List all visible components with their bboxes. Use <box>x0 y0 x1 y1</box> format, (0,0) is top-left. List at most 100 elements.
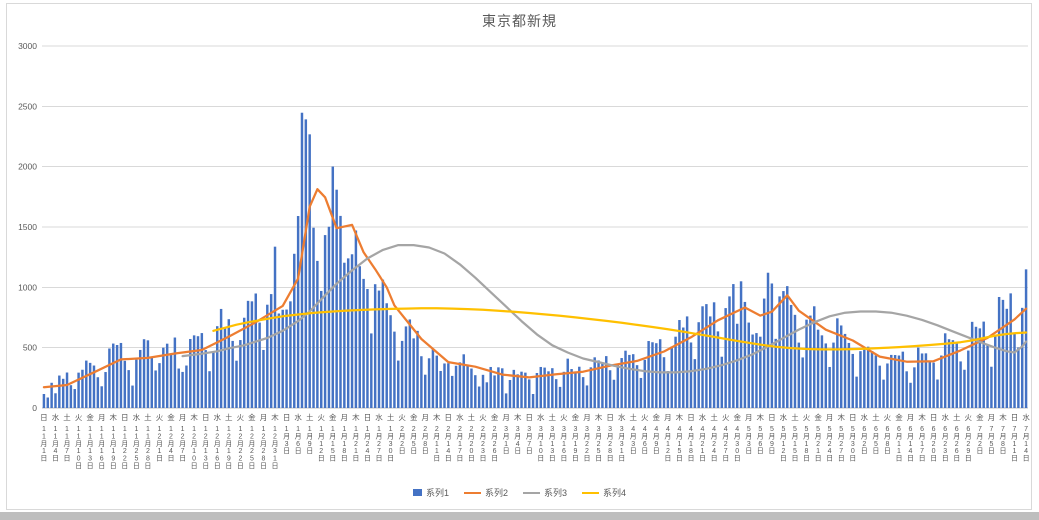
svg-text:月: 月 <box>745 413 753 422</box>
legend-item-series3[interactable]: 系列3 <box>523 486 567 499</box>
svg-text:土: 土 <box>468 412 476 422</box>
svg-text:1500: 1500 <box>18 222 37 232</box>
svg-text:火: 火 <box>560 413 568 422</box>
svg-text:月: 月 <box>502 413 510 422</box>
svg-text:水: 水 <box>456 412 464 422</box>
svg-text:金: 金 <box>895 412 903 422</box>
svg-text:土: 土 <box>710 412 718 422</box>
svg-text:日: 日 <box>364 413 372 422</box>
svg-text:土: 土 <box>629 412 637 422</box>
svg-text:火: 火 <box>317 413 325 422</box>
svg-text:木: 木 <box>514 412 522 422</box>
svg-text:金: 金 <box>329 412 337 422</box>
svg-text:金: 金 <box>86 412 94 422</box>
svg-text:月: 月 <box>907 413 915 422</box>
svg-text:月: 月 <box>260 413 268 422</box>
legend-marker-line-icon <box>523 491 540 494</box>
legend-label-series1: 系列1 <box>425 488 449 498</box>
svg-text:水: 水 <box>699 412 707 422</box>
svg-text:金: 金 <box>733 412 741 422</box>
svg-text:水: 水 <box>618 412 626 422</box>
legend-item-series1[interactable]: 系列1 <box>412 486 449 499</box>
svg-text:日: 日 <box>849 413 857 422</box>
svg-text:土: 土 <box>306 412 314 422</box>
svg-text:金: 金 <box>976 412 984 422</box>
svg-text:日: 日 <box>687 413 695 422</box>
svg-text:日: 日 <box>202 413 210 422</box>
svg-text:3000: 3000 <box>18 41 37 51</box>
legend-marker-line-icon <box>463 491 481 494</box>
bottom-strip <box>0 512 1039 520</box>
svg-text:火: 火 <box>884 413 892 422</box>
svg-text:水: 水 <box>1022 412 1030 422</box>
svg-text:日: 日 <box>930 413 938 422</box>
svg-text:1000: 1000 <box>18 282 37 292</box>
svg-text:火: 火 <box>479 413 487 422</box>
svg-text:火: 火 <box>803 413 811 422</box>
svg-text:2500: 2500 <box>18 101 37 111</box>
svg-text:木: 木 <box>918 412 926 422</box>
svg-text:木: 木 <box>433 412 441 422</box>
svg-text:木: 木 <box>190 412 198 422</box>
svg-text:月: 月 <box>421 413 429 422</box>
svg-text:土: 土 <box>872 412 880 422</box>
legend-label-series3: 系列3 <box>544 488 568 498</box>
svg-text:水: 水 <box>537 412 545 422</box>
svg-text:日: 日 <box>525 413 533 422</box>
svg-text:日: 日 <box>283 413 291 422</box>
chart-frame[interactable] <box>6 3 1032 510</box>
svg-text:火: 火 <box>722 413 730 422</box>
legend-item-series4[interactable]: 系列4 <box>582 486 626 499</box>
svg-text:水: 水 <box>133 412 141 422</box>
svg-text:金: 金 <box>410 412 418 422</box>
svg-text:水: 水 <box>941 412 949 422</box>
legend-item-series2[interactable]: 系列2 <box>463 486 508 499</box>
svg-text:金: 金 <box>167 412 175 422</box>
svg-text:土: 土 <box>144 412 152 422</box>
svg-text:水: 水 <box>294 412 302 422</box>
svg-text:金: 金 <box>491 412 499 422</box>
svg-text:日: 日 <box>40 413 48 422</box>
x-axis-labels: 日1 1 月 1 日水1 1 月 4 日土1 1 月 7 日火1 1 月 1 0 日金1 1 月 1 3 日月1 1 月 1 6 日木… <box>40 412 1030 470</box>
svg-text:月: 月 <box>179 413 187 422</box>
svg-text:金: 金 <box>653 412 661 422</box>
svg-text:日: 日 <box>606 413 614 422</box>
